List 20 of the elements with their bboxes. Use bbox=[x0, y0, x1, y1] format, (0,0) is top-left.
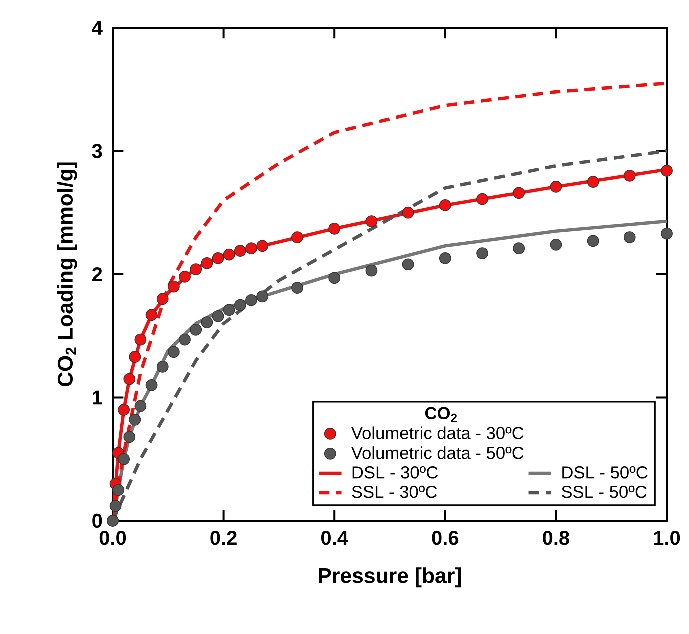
x-tick-label: 1.0 bbox=[654, 531, 680, 546]
legend-label: Volumetric data - 30ºC bbox=[352, 426, 524, 440]
y-tick-label: 3 bbox=[92, 144, 102, 158]
legend-label: Volumetric data - 50ºC bbox=[352, 446, 524, 460]
y-tick-label: 2 bbox=[92, 268, 102, 282]
x-tick-label: 0.4 bbox=[321, 531, 348, 546]
y-tick-label: 4 bbox=[92, 21, 103, 35]
x-axis-title: Pressure [bar] bbox=[319, 568, 462, 588]
legend-label: DSL - 50ºC bbox=[562, 466, 648, 479]
legend-label: SSL - 30ºC bbox=[352, 486, 438, 498]
x-tick-label: 0.6 bbox=[432, 531, 459, 546]
legend-label: SSL - 50ºC bbox=[562, 486, 647, 498]
x-tick-label: 0.0 bbox=[100, 531, 126, 546]
y-tick-label: 0 bbox=[92, 514, 102, 528]
x-tick-label: 0.2 bbox=[210, 531, 237, 546]
x-tick-label: 0.8 bbox=[543, 531, 570, 546]
legend-title: CO$_{2}$ bbox=[425, 407, 458, 422]
y-tick-label: 1 bbox=[93, 390, 102, 405]
y-axis-title: CO$_{2}$ Loading [mmol/g] bbox=[57, 162, 78, 387]
legend-label: DSL - 30ºC bbox=[352, 466, 438, 479]
